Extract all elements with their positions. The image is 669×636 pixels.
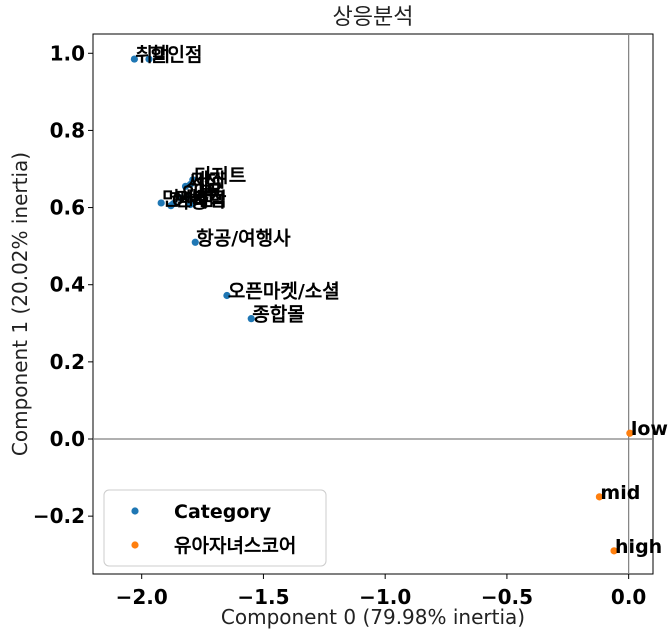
y-tick-label: 0.8: [50, 118, 85, 142]
x-tick-label: −2.0: [116, 585, 168, 609]
data-point: [157, 199, 165, 207]
x-tick-label: −1.5: [237, 585, 289, 609]
data-point: [177, 194, 185, 202]
data-point: [181, 182, 190, 190]
point-label: 항공/여행사: [196, 227, 291, 249]
point-label: 서점: [187, 171, 222, 193]
y-tick-label: 0.4: [50, 273, 85, 297]
data-point: [223, 291, 231, 300]
data-point: [167, 202, 175, 210]
legend-label: Category: [174, 501, 272, 523]
point-label: 숙박: [191, 189, 226, 211]
point-label: 교육: [189, 181, 224, 203]
point-label: 할인점: [150, 43, 202, 66]
point-label: 면세점: [162, 188, 214, 210]
legend-box: [103, 489, 327, 567]
point-label: 여행: [172, 191, 207, 213]
data-point: [145, 55, 153, 63]
point-label: 제과: [191, 169, 226, 191]
legend-marker: [131, 507, 139, 515]
y-tick-label: 0.6: [50, 196, 85, 220]
point-label: 의류: [182, 183, 217, 205]
data-points: [130, 55, 634, 555]
x-axis-ticks: −2.0 −1.5 −1.0 −0.5 0.0: [116, 574, 646, 609]
point-labels: 취미할인점디저트제과서점교육의류편의점숙박면세점여행항공/여행사오픈마켓/소셜종…: [135, 43, 668, 558]
point-label: 디저트: [194, 165, 246, 187]
y-tick-label: 1.0: [50, 41, 85, 65]
point-label: 종합몰: [252, 304, 304, 326]
y-tick-label: 0.2: [50, 350, 85, 374]
data-point: [191, 238, 199, 246]
data-point: [186, 200, 194, 209]
y-axis-ticks: −0.2 0.0 0.2 0.4 0.6 0.8 1.0: [33, 41, 93, 528]
point-label: 오픈마켓/소셜: [228, 281, 340, 303]
point-label: mid: [600, 482, 640, 504]
point-label: high: [615, 536, 662, 558]
x-tick-label: 0.0: [611, 585, 646, 609]
point-label: 편의점: [174, 189, 226, 211]
x-tick-label: −0.5: [481, 585, 533, 609]
reference-lines: [93, 34, 653, 574]
data-point: [184, 192, 192, 200]
point-label: low: [631, 418, 668, 440]
data-point: [610, 547, 618, 555]
chart-title: 상응분석: [333, 5, 414, 30]
legend: Category 유아자녀스코어: [103, 489, 327, 567]
legend-items: Category 유아자녀스코어: [131, 501, 296, 557]
data-point: [626, 429, 634, 437]
legend-marker: [131, 541, 139, 549]
data-point: [130, 55, 138, 63]
y-tick-label: 0.0: [50, 427, 85, 451]
x-axis-label: Component 0 (79.98% inertia): [221, 605, 525, 629]
x-tick-label: −1.0: [359, 585, 411, 609]
y-tick-label: −0.2: [33, 504, 85, 528]
y-axis-label: Component 1 (20.02% inertia): [8, 152, 32, 456]
data-point: [595, 493, 604, 501]
point-label: 취미: [135, 44, 170, 66]
data-point: [247, 315, 255, 323]
legend-label: 유아자녀스코어: [174, 535, 296, 557]
plot-frame: [92, 33, 654, 575]
